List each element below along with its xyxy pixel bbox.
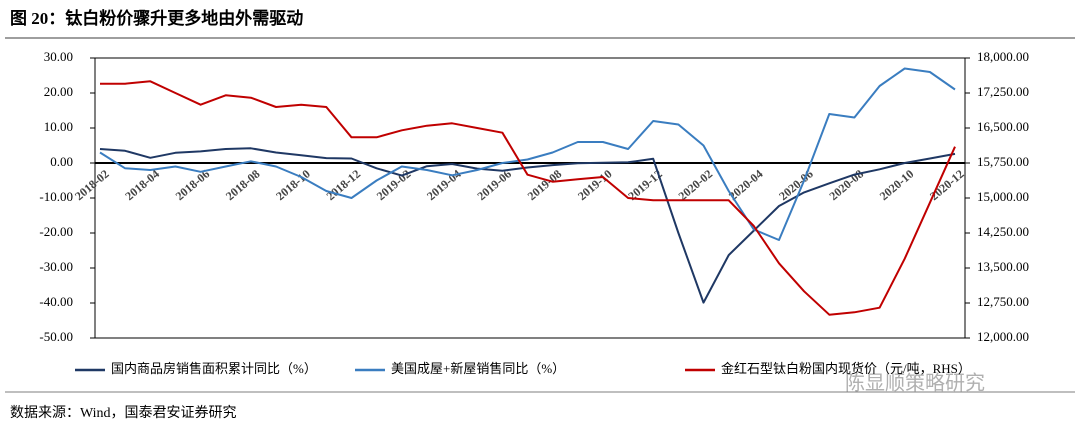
y-tick-label: -10.00 xyxy=(39,189,73,204)
x-tick-label: 2020-04 xyxy=(726,167,766,203)
y2-tick-label: 18,000.00 xyxy=(977,49,1029,64)
x-tick-label: 2018-06 xyxy=(173,167,213,203)
y-tick-label: 10.00 xyxy=(44,119,73,134)
y2-tick-label: 15,000.00 xyxy=(977,189,1029,204)
y-tick-label: -30.00 xyxy=(39,259,73,274)
x-tick-label: 2018-10 xyxy=(273,167,313,203)
legend-label: 金红石型钛白粉国内现货价（元/吨，RHS） xyxy=(721,361,971,376)
source-note: 数据来源：Wind，国泰君安证券研究 xyxy=(10,405,237,421)
y-tick-label: -40.00 xyxy=(39,294,73,309)
series-line xyxy=(100,80,956,316)
y2-tick-label: 12,000.00 xyxy=(977,329,1029,344)
y-tick-label: 20.00 xyxy=(44,84,73,99)
series-line xyxy=(99,147,956,304)
y2-tick-label: 17,250.00 xyxy=(977,84,1029,99)
y-tick-label: -20.00 xyxy=(39,224,73,239)
y2-tick-label: 12,750.00 xyxy=(977,294,1029,309)
x-tick-label: 2020-10 xyxy=(877,167,917,203)
x-tick-label: 2018-12 xyxy=(324,167,364,203)
legend-label: 国内商品房销售面积累计同比（%） xyxy=(111,361,317,376)
y-tick-label: 30.00 xyxy=(44,49,73,64)
x-tick-label: 2020-08 xyxy=(826,167,866,203)
x-tick-label: 2018-04 xyxy=(122,167,162,203)
x-tick-label: 2019-10 xyxy=(575,167,615,203)
y2-tick-label: 16,500.00 xyxy=(977,119,1029,134)
x-tick-label: 2019-06 xyxy=(474,167,514,203)
legend-label: 美国成屋+新屋销售同比（%） xyxy=(391,361,565,376)
y2-tick-label: 15,750.00 xyxy=(977,154,1029,169)
series-line xyxy=(99,67,956,241)
y2-tick-label: 14,250.00 xyxy=(977,224,1029,239)
x-tick-label: 2019-04 xyxy=(424,167,464,203)
x-tick-label: 2020-02 xyxy=(676,167,716,203)
y-tick-label: 0.00 xyxy=(50,154,73,169)
chart-title: 图 20：钛白粉价骤升更多地由外需驱动 xyxy=(10,8,303,28)
x-tick-label: 2018-08 xyxy=(223,167,263,203)
watermark: 陈显顺策略研究 xyxy=(845,372,985,395)
y-tick-label: -50.00 xyxy=(39,329,73,344)
x-tick-label: 2019-08 xyxy=(525,167,565,203)
y2-tick-label: 13,500.00 xyxy=(977,259,1029,274)
